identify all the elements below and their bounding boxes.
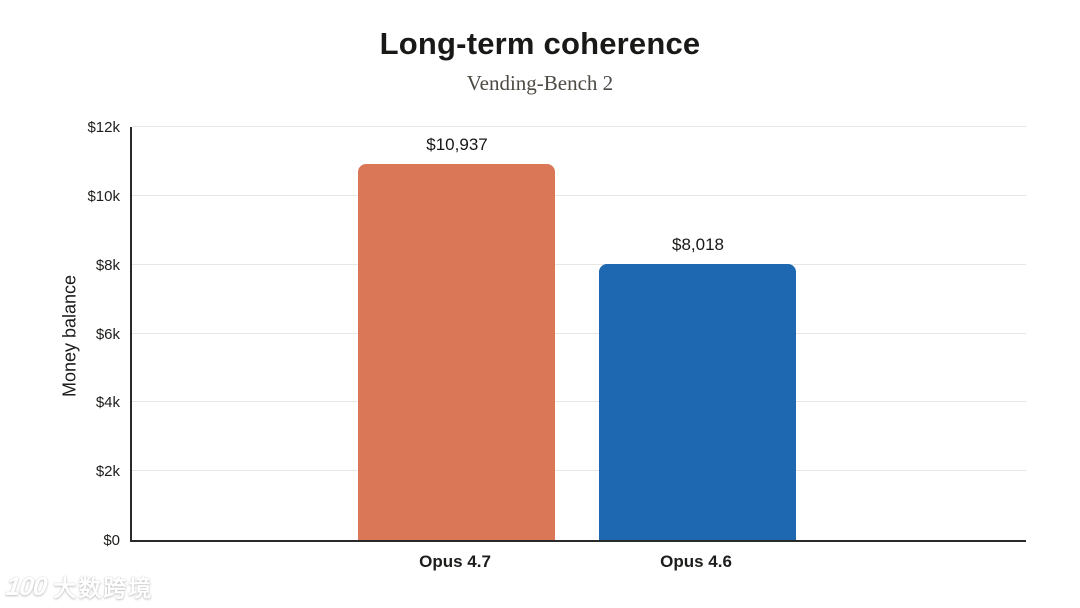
chart-title: Long-term coherence [379, 26, 701, 61]
watermark: 100 大数跨境 [4, 569, 154, 603]
gridline [132, 263, 1026, 265]
gridline [132, 332, 1026, 334]
x-category-label: Opus 4.6 [660, 552, 732, 571]
bar-value-label: $10,937 [426, 135, 488, 154]
watermark-text: 大数跨境 [53, 575, 154, 601]
y-tick-label: $8k [95, 256, 120, 274]
plot-area: $10,937 $8,018 [130, 126, 1026, 542]
y-tick-label: $10k [87, 187, 120, 205]
y-tick-label: $12k [87, 119, 120, 136]
bar-opus-4-6 [599, 264, 796, 540]
x-category-label: Opus 4.7 [419, 552, 491, 571]
gridline [132, 194, 1026, 196]
y-tick-label: $6k [95, 325, 120, 343]
watermark-logo-icon: 100 [4, 570, 49, 601]
y-tick-label: $4k [95, 394, 120, 412]
y-tick-label: $2k [95, 463, 120, 481]
gridline [132, 126, 1026, 127]
bar-value-label: $8,018 [672, 235, 724, 254]
bar-opus-4-7 [358, 164, 555, 540]
y-tick-label: $0 [103, 532, 120, 549]
chart-subtitle: Vending-Bench 2 [466, 71, 614, 95]
gridline [132, 401, 1026, 403]
gridline [132, 470, 1026, 472]
